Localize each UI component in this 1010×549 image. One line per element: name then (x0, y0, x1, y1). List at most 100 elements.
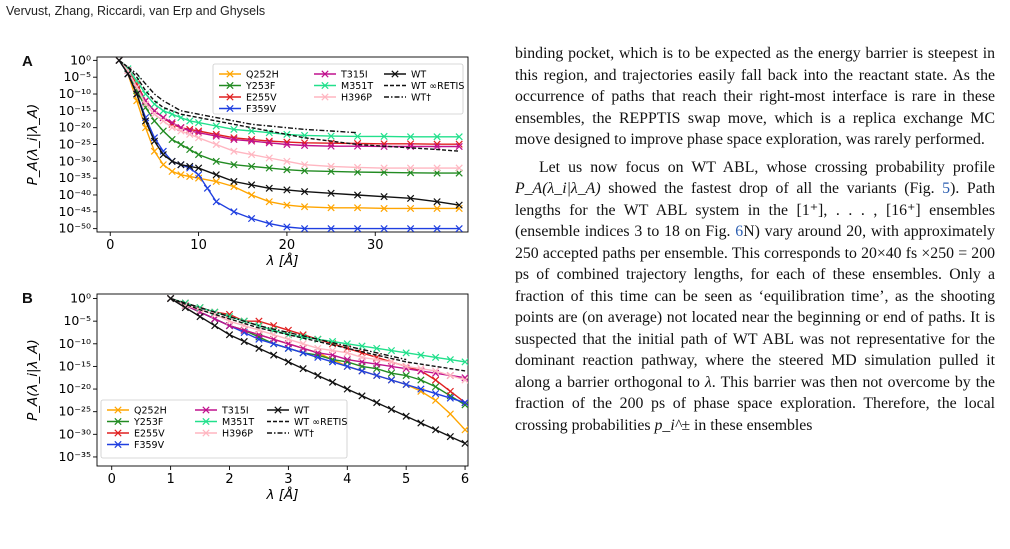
data-point (247, 137, 256, 145)
data-point (461, 439, 468, 447)
data-point (433, 204, 441, 213)
y-tick-label: 10⁻⁵ (63, 69, 91, 84)
para2-text: N) vary around 20, with approximately 25… (515, 223, 996, 391)
math-lambda: λ (704, 373, 712, 391)
data-point (358, 353, 366, 361)
data-point (314, 344, 322, 352)
data-point (380, 164, 388, 172)
data-point (141, 103, 150, 112)
para2-text: showed the fastest drop of all the varia… (600, 180, 943, 197)
body-text: binding pocket, which is to be expected … (515, 43, 995, 436)
data-point (433, 198, 441, 206)
data-point (300, 161, 309, 169)
data-point (455, 201, 463, 209)
data-point (168, 110, 176, 118)
data-point (461, 401, 468, 409)
data-point (177, 171, 185, 179)
data-point (431, 367, 440, 375)
para1-line: right-most interface is rare in these en… (515, 88, 995, 127)
data-point (247, 191, 256, 199)
data-point (461, 426, 468, 434)
y-tick-label: 10⁻¹⁵ (58, 358, 91, 373)
data-point (431, 353, 440, 361)
data-point (461, 399, 468, 407)
data-point (406, 225, 415, 232)
data-point (247, 181, 256, 189)
data-point (387, 346, 396, 355)
data-point (328, 358, 337, 366)
x-tick-label: 6 (461, 472, 469, 487)
data-point (265, 219, 273, 228)
data-point (299, 340, 307, 348)
data-point (327, 204, 335, 212)
series-wt (170, 297, 407, 361)
data-point (186, 117, 194, 125)
data-point (380, 225, 388, 232)
data-point (327, 189, 335, 197)
data-point (373, 344, 381, 352)
series-wt (115, 57, 463, 209)
data-point (141, 90, 150, 98)
data-point (446, 394, 454, 402)
data-point (283, 201, 291, 209)
data-point (212, 198, 220, 206)
data-point (177, 140, 185, 149)
figure-6-link[interactable]: 6 (735, 223, 744, 240)
data-point (255, 344, 263, 352)
data-point (300, 203, 309, 211)
panel-label-b: B (22, 290, 33, 307)
data-point (433, 142, 441, 151)
data-point (230, 161, 238, 169)
data-point (327, 162, 335, 170)
data-point (150, 147, 159, 155)
para1-line: the reactant state. As the occurrence of… (515, 66, 996, 106)
data-point (380, 132, 388, 141)
y-tick-label: 10⁻⁵⁰ (58, 221, 91, 236)
legend-label: M351T (341, 81, 373, 92)
series-wtretis (118, 59, 460, 152)
legend-label: WT ∞RETIS (294, 417, 347, 428)
legend-marker (321, 93, 329, 101)
data-point (265, 139, 273, 147)
data-point (300, 167, 309, 175)
legend-marker (226, 104, 234, 113)
data-point (406, 194, 415, 202)
data-point (230, 125, 238, 133)
data-point (159, 127, 167, 135)
data-point (380, 193, 388, 201)
data-point (461, 376, 468, 384)
data-point (247, 150, 256, 159)
data-point (299, 365, 307, 373)
data-point (212, 157, 220, 165)
data-point (417, 419, 425, 427)
data-point (211, 322, 219, 330)
paragraph-2: Let us now focus on WT ABL, whose crossi… (515, 157, 995, 437)
data-point (168, 124, 176, 132)
data-point (230, 135, 238, 144)
data-point (177, 113, 185, 122)
running-head: Vervust, Zhang, Riccardi, van Erp and Gh… (6, 4, 266, 18)
x-tick-label: 3 (284, 472, 292, 487)
data-point (186, 130, 194, 139)
y-tick-label: 10⁻¹⁵ (58, 103, 91, 118)
data-point (265, 154, 273, 162)
legend-marker (202, 429, 210, 437)
data-point (343, 349, 351, 357)
data-point (177, 127, 185, 135)
para1-line: to improve phase space exploration, was … (614, 131, 985, 148)
data-point (343, 356, 351, 364)
figure-5-link[interactable]: 5 (942, 180, 951, 197)
y-axis-label: P_A(λ_i|λ_A) (25, 104, 41, 186)
y-tick-label: 10⁻³⁰ (58, 153, 91, 168)
data-point (247, 162, 256, 170)
series-line (118, 60, 460, 210)
data-point (194, 174, 203, 182)
data-point (150, 117, 159, 125)
para1-line: is steepest in this region, and trajecto… (515, 45, 995, 84)
series-line (118, 59, 460, 148)
para2-text: Let us now focus on WT ABL, whose crossi… (539, 158, 995, 176)
data-point (353, 163, 362, 172)
y-tick-label: 10⁻²⁵ (58, 137, 91, 152)
data-point (402, 349, 410, 357)
data-point (387, 369, 396, 377)
